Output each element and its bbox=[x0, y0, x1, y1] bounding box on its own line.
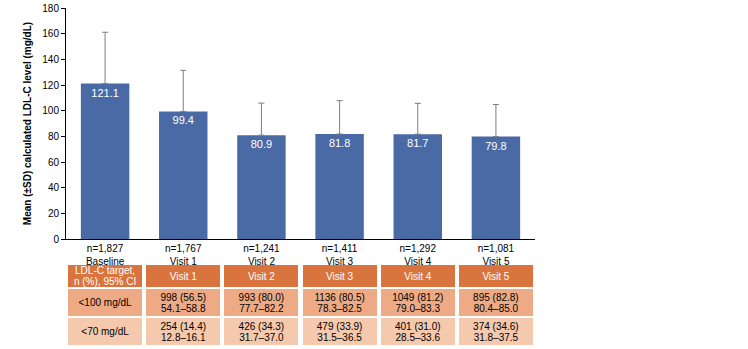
html-text:LDL-C target, n (%), 95% CI: LDL-C target, n (%), 95% CI bbox=[74, 265, 137, 287]
html-text:993 (80.0) 77.7–82.2: 993 (80.0) 77.7–82.2 bbox=[238, 291, 285, 314]
html-text:426 (34.3) 31.7–37.0: 426 (34.3) 31.7–37.0 bbox=[238, 320, 285, 343]
svg-text:100: 100 bbox=[42, 105, 59, 116]
svg-text:0: 0 bbox=[53, 234, 59, 245]
svg-text:99.4: 99.4 bbox=[173, 114, 194, 126]
svg-text:79.8: 79.8 bbox=[485, 140, 506, 152]
svg-text:n=1,241Visit 2: n=1,241Visit 2 bbox=[243, 243, 280, 267]
html-text:Visit 3: Visit 3 bbox=[326, 270, 354, 282]
html-text:1049 (81.2) 79.0–83.3: 1049 (81.2) 79.0–83.3 bbox=[392, 291, 444, 314]
svg-text:n=1,292Visit 4: n=1,292Visit 4 bbox=[400, 243, 437, 267]
html-text:895 (82.8) 80.4–85.0: 895 (82.8) 80.4–85.0 bbox=[473, 291, 519, 314]
svg-text:n=1,827Baseline: n=1,827Baseline bbox=[86, 243, 125, 267]
svg-text:n=1,767Visit 1: n=1,767Visit 1 bbox=[165, 243, 202, 267]
html-text:Visit 2: Visit 2 bbox=[247, 270, 275, 282]
svg-text:80: 80 bbox=[48, 131, 60, 142]
svg-text:n=1,411Visit 3: n=1,411Visit 3 bbox=[322, 243, 358, 267]
svg-text:Mean (±SD) calculated LDL-C le: Mean (±SD) calculated LDL-C level (mg/dL… bbox=[22, 22, 33, 225]
html-text:Visit 5: Visit 5 bbox=[482, 270, 510, 282]
html-text:<100 mg/dL: <100 mg/dL bbox=[78, 297, 132, 308]
html-text:Visit 1: Visit 1 bbox=[169, 270, 197, 282]
svg-text:180: 180 bbox=[42, 3, 59, 14]
svg-text:160: 160 bbox=[42, 28, 59, 39]
html-text:374 (34.6) 31.8–37.5: 374 (34.6) 31.8–37.5 bbox=[473, 320, 519, 343]
svg-text:80.9: 80.9 bbox=[251, 138, 272, 150]
html-text:401 (31.0) 28.5–33.6: 401 (31.0) 28.5–33.6 bbox=[395, 320, 441, 343]
svg-text:81.7: 81.7 bbox=[407, 137, 428, 149]
html-text:1136 (80.5) 78.3–82.5: 1136 (80.5) 78.3–82.5 bbox=[314, 291, 365, 314]
html-text:Visit 4: Visit 4 bbox=[404, 270, 432, 282]
html-text:254 (14.4) 12.8–16.1: 254 (14.4) 12.8–16.1 bbox=[160, 320, 206, 343]
svg-text:20: 20 bbox=[48, 208, 60, 219]
html-text:479 (33.9) 31.5–36.5: 479 (33.9) 31.5–36.5 bbox=[316, 320, 363, 343]
html-text:998 (56.5) 54.1–58.8: 998 (56.5) 54.1–58.8 bbox=[160, 291, 206, 314]
html-text:<70 mg/dL: <70 mg/dL bbox=[81, 326, 129, 337]
svg-text:121.1: 121.1 bbox=[91, 87, 119, 99]
svg-text:n=1,081Visit 5: n=1,081Visit 5 bbox=[478, 243, 515, 267]
svg-text:60: 60 bbox=[48, 157, 60, 168]
svg-text:120: 120 bbox=[42, 80, 59, 91]
svg-text:81.8: 81.8 bbox=[329, 137, 350, 149]
svg-text:40: 40 bbox=[48, 182, 60, 193]
svg-text:140: 140 bbox=[42, 54, 59, 65]
